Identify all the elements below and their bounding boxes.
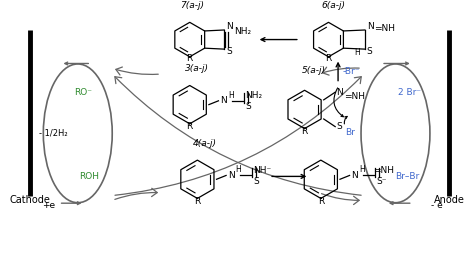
Text: S⁻: S⁻ (376, 177, 387, 186)
Text: -Br⁻: -Br⁻ (343, 67, 360, 76)
Text: S: S (336, 122, 342, 131)
Text: Br–Br: Br–Br (395, 172, 419, 181)
Text: 7(a-j): 7(a-j) (181, 1, 205, 10)
Text: Cathode: Cathode (9, 195, 50, 205)
Text: 5(a-j): 5(a-j) (302, 66, 326, 75)
Text: 3(a-j): 3(a-j) (185, 64, 210, 73)
Text: - e: - e (431, 201, 443, 210)
FancyArrowPatch shape (323, 67, 359, 75)
FancyArrowPatch shape (321, 194, 359, 205)
Text: R: R (325, 54, 332, 63)
Text: H: H (236, 165, 241, 174)
FancyArrowPatch shape (115, 188, 157, 199)
Text: +e: +e (43, 201, 55, 210)
Text: N: N (220, 96, 227, 105)
Text: NH⁻: NH⁻ (253, 166, 271, 175)
Text: RO⁻: RO⁻ (74, 88, 92, 97)
Text: H: H (355, 48, 360, 57)
Text: S: S (253, 177, 259, 186)
Text: 6(a-j): 6(a-j) (321, 1, 345, 10)
Text: 2 Br⁻: 2 Br⁻ (398, 88, 421, 97)
Text: NH₂: NH₂ (234, 27, 251, 36)
Text: R: R (301, 127, 308, 136)
Text: S: S (367, 48, 373, 57)
Text: - 1/2H₂: - 1/2H₂ (38, 129, 67, 138)
Text: N: N (228, 171, 235, 180)
Text: S: S (245, 102, 251, 111)
Text: R: R (187, 54, 193, 63)
Text: N: N (336, 88, 343, 97)
Text: =NH: =NH (344, 91, 365, 101)
Text: =NH: =NH (374, 24, 395, 33)
Text: H: H (359, 165, 365, 174)
Text: N: N (367, 22, 374, 31)
Text: 4(a-j): 4(a-j) (193, 139, 217, 148)
Text: ROH: ROH (79, 172, 99, 181)
Text: R: R (318, 197, 324, 206)
Text: H: H (228, 91, 234, 100)
Text: R: R (187, 122, 193, 131)
Text: N: N (226, 22, 233, 31)
Text: S: S (226, 48, 232, 57)
Text: Br: Br (345, 128, 355, 137)
FancyArrowPatch shape (115, 77, 361, 195)
Text: R: R (194, 197, 201, 206)
Text: N: N (351, 171, 358, 180)
Text: NH₂: NH₂ (245, 91, 263, 100)
Text: =NH: =NH (374, 166, 394, 175)
Text: Anode: Anode (434, 195, 465, 205)
FancyArrowPatch shape (115, 77, 361, 195)
FancyArrowPatch shape (116, 67, 158, 75)
